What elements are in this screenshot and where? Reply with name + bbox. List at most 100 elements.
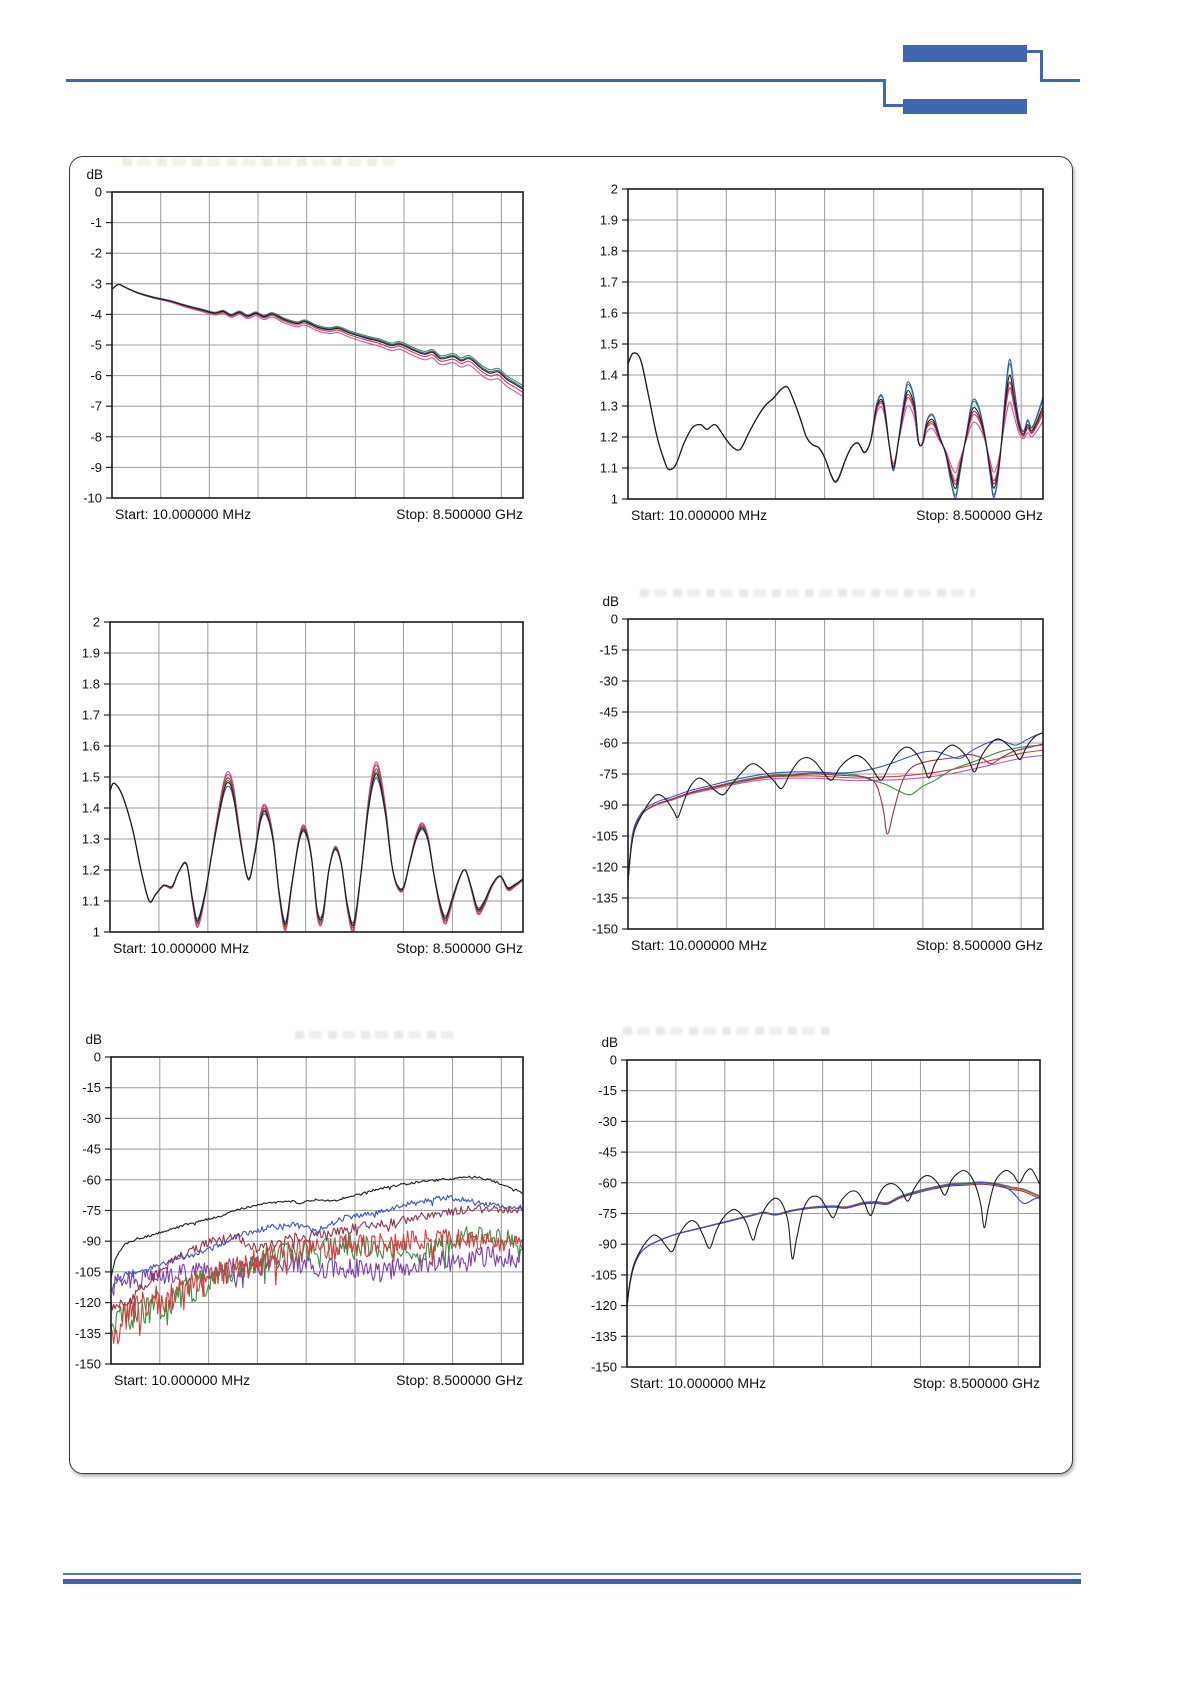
footer-rule-thick (63, 1579, 1081, 1584)
y-tick-label: -1 (90, 215, 102, 230)
y-tick-label: -9 (90, 460, 102, 475)
trace-darkred (628, 743, 1043, 882)
logo-connector-top (1027, 50, 1043, 53)
x-axis-start-label: Start: 10.000000 MHz (631, 507, 767, 523)
footer-rule-thin (63, 1573, 1081, 1575)
trace-green (627, 1181, 1040, 1308)
y-tick-label: -75 (599, 767, 618, 782)
x-axis-start-label: Start: 10.000000 MHz (115, 506, 251, 522)
y-tick-label: 1.9 (82, 646, 100, 661)
trace-black (112, 283, 523, 390)
trace-magenta (112, 283, 523, 398)
y-tick-label: -105 (75, 1264, 101, 1279)
y-tick-label: -135 (592, 891, 618, 906)
y-tick-label: 1.2 (600, 430, 618, 445)
y-tick-label: 1.8 (82, 677, 100, 692)
trace-black (628, 732, 1043, 882)
y-tick-label: 1.3 (600, 399, 618, 414)
y-tick-label: -90 (598, 1237, 617, 1252)
y-tick-label: -120 (75, 1295, 101, 1310)
y-tick-label: 0 (94, 1050, 101, 1065)
x-axis-start-label: Start: 10.000000 MHz (631, 937, 767, 953)
y-tick-label: -15 (82, 1080, 101, 1095)
y-tick-label: -7 (90, 399, 102, 414)
trace-red (112, 283, 523, 393)
y-tick-label: -30 (82, 1111, 101, 1126)
x-axis-stop-label: Stop: 8.500000 GHz (913, 1375, 1040, 1391)
plot-border (627, 188, 1044, 500)
chart-isolation-bottom-right: 0 -15 -30 -45 -60 -75 -90 -105 -120 -135 -150 dB Sta… (565, 1020, 1054, 1409)
y-tick-label: -45 (598, 1145, 617, 1160)
x-axis-stop-label: Stop: 8.500000 GHz (396, 506, 523, 522)
plot-border (110, 1056, 524, 1365)
trace-violet (111, 1246, 523, 1296)
y-axis-unit-label: dB (86, 167, 103, 182)
y-tick-label: -2 (90, 246, 102, 261)
logo-connector-right (1040, 79, 1080, 82)
trace-black (110, 773, 523, 926)
y-tick-label: -3 (90, 276, 102, 291)
y-tick-label: 1.5 (82, 770, 100, 785)
y-tick-label: -150 (591, 1360, 617, 1375)
y-tick-label: -75 (82, 1203, 101, 1218)
y-tick-label: 1.6 (82, 739, 100, 754)
logo-bar-upper (903, 45, 1027, 62)
y-tick-label: 0 (610, 1053, 617, 1068)
plot-border (109, 621, 524, 933)
y-tick-label: 1.1 (600, 461, 618, 476)
y-tick-label: 2 (611, 182, 618, 197)
y-tick-label: -60 (82, 1172, 101, 1187)
y-tick-label: 1 (611, 492, 618, 507)
y-tick-label: 1.6 (600, 306, 618, 321)
chart-vswr-top-right: 2 1.9 1.8 1.7 1.6 1.5 1.4 1.3 1.2 1.1 1 Start: 10.0… (566, 149, 1057, 541)
x-axis-stop-label: Stop: 8.500000 GHz (396, 1372, 523, 1388)
y-tick-label: -75 (598, 1206, 617, 1221)
y-tick-label: -120 (592, 860, 618, 875)
y-tick-label: 0 (611, 612, 618, 627)
trace-black (627, 1168, 1040, 1306)
y-tick-label: -150 (592, 922, 618, 937)
y-tick-label: 1.3 (82, 832, 100, 847)
trace-red (628, 749, 1043, 882)
trace-black (628, 352, 1043, 490)
y-tick-label: 0 (95, 185, 102, 200)
trace-blue (628, 732, 1043, 880)
y-tick-label: -5 (90, 338, 102, 353)
y-tick-label: -90 (82, 1234, 101, 1249)
y-tick-label: 1.2 (82, 863, 100, 878)
header-rule-step-vertical (883, 79, 886, 107)
trace-black (111, 1175, 523, 1279)
y-tick-label: 1.4 (82, 801, 100, 816)
trace-green (112, 283, 523, 387)
x-axis-start-label: Start: 10.000000 MHz (630, 1375, 766, 1391)
trace-blue (111, 1194, 523, 1291)
trace-darkred (627, 1183, 1040, 1308)
plot-border (626, 1059, 1041, 1368)
chart-isolation-bottom-left: 0 -15 -30 -45 -60 -75 -90 -105 -120 -135 -150 dB Sta… (49, 1017, 537, 1406)
y-tick-label: -45 (599, 705, 618, 720)
y-tick-label: 1.8 (600, 244, 618, 259)
y-tick-label: 1.1 (82, 894, 100, 909)
plot-border (111, 191, 524, 499)
logo-bar-lower (903, 99, 1027, 114)
y-tick-label: -90 (599, 798, 618, 813)
x-axis-start-label: Start: 10.000000 MHz (114, 1372, 250, 1388)
y-tick-label: -60 (598, 1175, 617, 1190)
faded-title-smudge (623, 1027, 830, 1035)
y-tick-label: -105 (591, 1267, 617, 1282)
y-tick-label: -150 (75, 1357, 101, 1372)
y-tick-label: 1.7 (600, 275, 618, 290)
header-rule (66, 79, 884, 82)
y-tick-label: -45 (82, 1142, 101, 1157)
y-tick-label: 2 (93, 615, 100, 630)
y-tick-label: -30 (599, 674, 618, 689)
y-tick-label: -15 (598, 1083, 617, 1098)
y-tick-label: 1 (93, 925, 100, 940)
y-tick-label: -15 (599, 643, 618, 658)
logo-connector-vertical (1040, 50, 1043, 82)
x-axis-stop-label: Stop: 8.500000 GHz (396, 940, 523, 956)
faded-title-smudge (295, 1031, 460, 1039)
chart-vswr-mid-left: 2 1.9 1.8 1.7 1.6 1.5 1.4 1.3 1.2 1.1 1 Start: 10.0… (48, 582, 537, 974)
y-axis-unit-label: dB (602, 594, 619, 609)
